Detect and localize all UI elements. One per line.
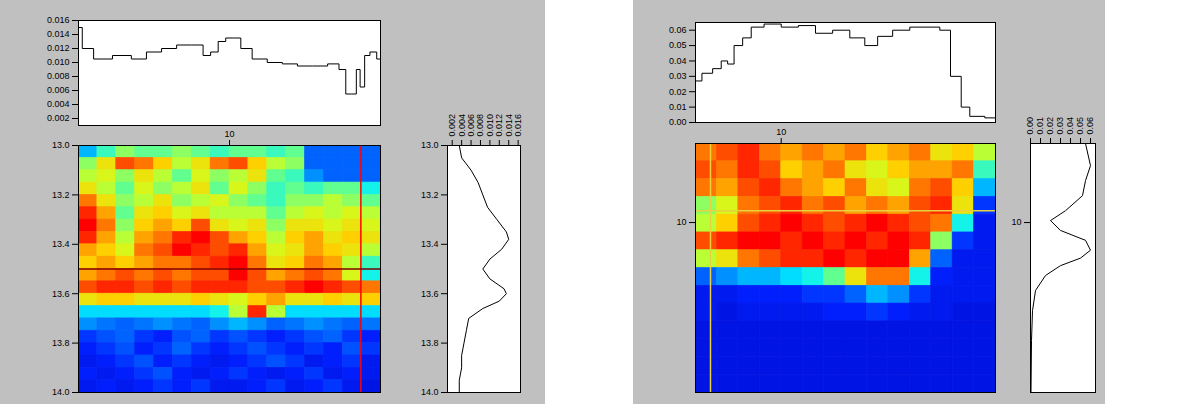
svg-text:0.010: 0.010 (484, 114, 495, 137)
svg-text:0.06: 0.06 (1085, 117, 1095, 135)
svg-text:0.004: 0.004 (456, 114, 467, 137)
svg-text:0.002: 0.002 (447, 114, 458, 137)
svg-text:0.06: 0.06 (669, 25, 687, 35)
svg-text:0.00: 0.00 (1025, 117, 1035, 135)
svg-text:13.2: 13.2 (421, 190, 439, 200)
svg-text:13.6: 13.6 (52, 289, 70, 299)
svg-text:0.05: 0.05 (1075, 117, 1085, 135)
svg-text:0.010: 0.010 (47, 57, 70, 67)
svg-text:0.02: 0.02 (669, 87, 687, 97)
svg-text:0.03: 0.03 (1055, 117, 1065, 135)
svg-text:0.006: 0.006 (47, 85, 70, 95)
svg-text:0.01: 0.01 (669, 102, 687, 112)
svg-text:13.8: 13.8 (52, 338, 70, 348)
svg-text:13.2: 13.2 (52, 190, 70, 200)
svg-text:0.05: 0.05 (669, 40, 687, 50)
svg-text:0.008: 0.008 (475, 114, 486, 137)
svg-text:0.002: 0.002 (47, 113, 70, 123)
svg-text:0.014: 0.014 (47, 29, 70, 39)
svg-text:13.4: 13.4 (421, 239, 439, 249)
svg-text:0.016: 0.016 (47, 15, 70, 25)
svg-text:0.02: 0.02 (1045, 117, 1055, 135)
svg-text:0.016: 0.016 (513, 114, 523, 137)
svg-text:0.04: 0.04 (1065, 117, 1075, 135)
svg-text:0.00: 0.00 (669, 117, 687, 127)
svg-text:14.0: 14.0 (52, 387, 70, 397)
svg-text:13.8: 13.8 (421, 338, 439, 348)
svg-text:0.008: 0.008 (47, 71, 70, 81)
svg-text:13.6: 13.6 (421, 289, 439, 299)
svg-text:0.03: 0.03 (669, 71, 687, 81)
svg-text:0.012: 0.012 (47, 43, 70, 53)
svg-text:14.0: 14.0 (421, 387, 439, 397)
svg-text:0.012: 0.012 (494, 114, 505, 137)
svg-text:13.0: 13.0 (421, 140, 439, 150)
svg-text:10: 10 (224, 129, 234, 139)
svg-text:0.014: 0.014 (503, 114, 514, 137)
svg-text:10: 10 (676, 217, 686, 227)
svg-text:10: 10 (1011, 217, 1021, 227)
svg-text:0.004: 0.004 (47, 99, 70, 109)
svg-text:13.4: 13.4 (52, 239, 70, 249)
svg-text:0.006: 0.006 (465, 114, 476, 137)
svg-text:13.0: 13.0 (52, 140, 70, 150)
svg-text:10: 10 (776, 127, 786, 137)
svg-text:0.04: 0.04 (669, 56, 687, 66)
svg-text:0.01: 0.01 (1035, 117, 1045, 135)
